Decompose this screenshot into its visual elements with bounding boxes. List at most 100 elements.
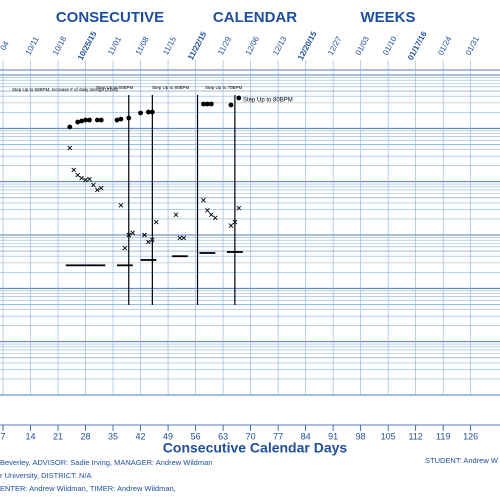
x-tick-label: 56 (191, 431, 201, 441)
x-tick-label: 28 (81, 431, 91, 441)
chart-title-word: CONSECUTIVE (56, 9, 164, 26)
error-point (91, 182, 96, 188)
data-point (126, 115, 132, 121)
data-point (79, 118, 85, 124)
x-tick-label: 98 (356, 431, 366, 441)
cross-stroke (205, 208, 210, 213)
data-point (114, 117, 120, 123)
cross-stroke (126, 232, 132, 238)
data-point (83, 117, 88, 123)
cross-stroke (173, 212, 179, 218)
error-point (122, 245, 128, 251)
data-point (118, 116, 124, 122)
error-point (87, 176, 92, 182)
x-tick-label: 119 (436, 431, 450, 441)
x-tick-label: 77 (273, 431, 283, 441)
error-point (83, 177, 88, 183)
annotation: Step Up to 60BPM (96, 85, 134, 90)
error-point (232, 219, 238, 225)
x-tick-label: 112 (408, 431, 422, 441)
data-point (208, 101, 214, 107)
error-point (95, 187, 100, 193)
data-point (236, 95, 242, 101)
cross-stroke (228, 223, 234, 228)
data-point (146, 109, 151, 115)
error-point (236, 205, 242, 211)
cross-stroke (118, 203, 124, 208)
error-point (118, 203, 124, 208)
x-tick-label: 70 (246, 431, 256, 441)
top-date-label: 04 (0, 39, 11, 52)
x-tick-label: 42 (136, 431, 146, 441)
x-axis-title: Consecutive Calendar Days (163, 440, 348, 456)
cross-stroke (201, 197, 206, 203)
people-line: ENTER: Andrew Wildman, TIMER: Andrew Wil… (0, 484, 176, 493)
x-tick-label: 91 (328, 431, 338, 441)
cross-stroke (87, 176, 92, 182)
error-point (98, 185, 104, 191)
x-tick-label: 14 (26, 431, 36, 441)
annotation: Step Up to 70BPM (205, 85, 243, 90)
error-point (153, 219, 159, 225)
cross-stroke (122, 245, 128, 251)
error-point (208, 212, 214, 218)
cross-stroke (142, 232, 147, 238)
cross-stroke (232, 219, 238, 225)
cross-stroke (79, 175, 84, 181)
error-point (79, 175, 84, 181)
cross-stroke (150, 237, 155, 243)
error-point (228, 223, 234, 228)
error-point (126, 232, 132, 238)
data-point (75, 119, 81, 125)
cross-stroke (212, 215, 218, 221)
cross-stroke (177, 235, 183, 241)
data-point (94, 117, 100, 123)
x-tick-label: 63 (218, 431, 228, 441)
data-point (67, 124, 73, 130)
data-point (204, 101, 210, 107)
error-point (205, 208, 210, 213)
cross-stroke (130, 230, 136, 236)
x-tick-label: 35 (108, 431, 118, 441)
people-line: r University, DISTRICT: N/A (0, 471, 92, 480)
chart-title-word: WEEKS (360, 9, 415, 26)
data-point (149, 109, 155, 115)
x-tick-label: 49 (163, 431, 173, 441)
x-tick-label: 7 (1, 431, 6, 441)
chart-title-word: CALENDAR (213, 9, 297, 26)
cross-stroke (208, 212, 214, 218)
data-point (201, 101, 206, 107)
data-point (228, 102, 234, 108)
cross-stroke (83, 177, 88, 183)
data-point (98, 117, 104, 123)
annotation: Step Up to 80BPM (152, 85, 190, 90)
error-point (142, 232, 147, 238)
error-point (173, 212, 179, 218)
cross-stroke (98, 185, 104, 191)
x-tick-label: 105 (381, 431, 396, 441)
error-point (75, 172, 80, 178)
people-line: Beverley, ADVISOR: Sadie Irving, MANAGER… (0, 458, 212, 467)
error-point (71, 167, 77, 173)
annotation: Step Up to 80BPM (243, 98, 293, 104)
error-point (181, 235, 187, 241)
cross-stroke (67, 145, 73, 151)
cross-stroke (95, 187, 100, 193)
student-label: STUDENT: Andrew W (425, 456, 499, 465)
error-point (130, 230, 136, 236)
cross-stroke (75, 172, 80, 178)
data-point (138, 110, 143, 116)
cross-stroke (153, 219, 159, 225)
x-tick-label: 84 (301, 431, 311, 441)
cross-stroke (236, 205, 242, 211)
error-point (146, 239, 151, 245)
error-point (201, 197, 206, 203)
x-tick-label: 21 (53, 431, 63, 441)
data-point (87, 117, 92, 123)
cross-stroke (91, 182, 96, 188)
error-point (67, 145, 73, 151)
error-point (212, 215, 218, 221)
x-tick-label: 126 (463, 431, 478, 441)
